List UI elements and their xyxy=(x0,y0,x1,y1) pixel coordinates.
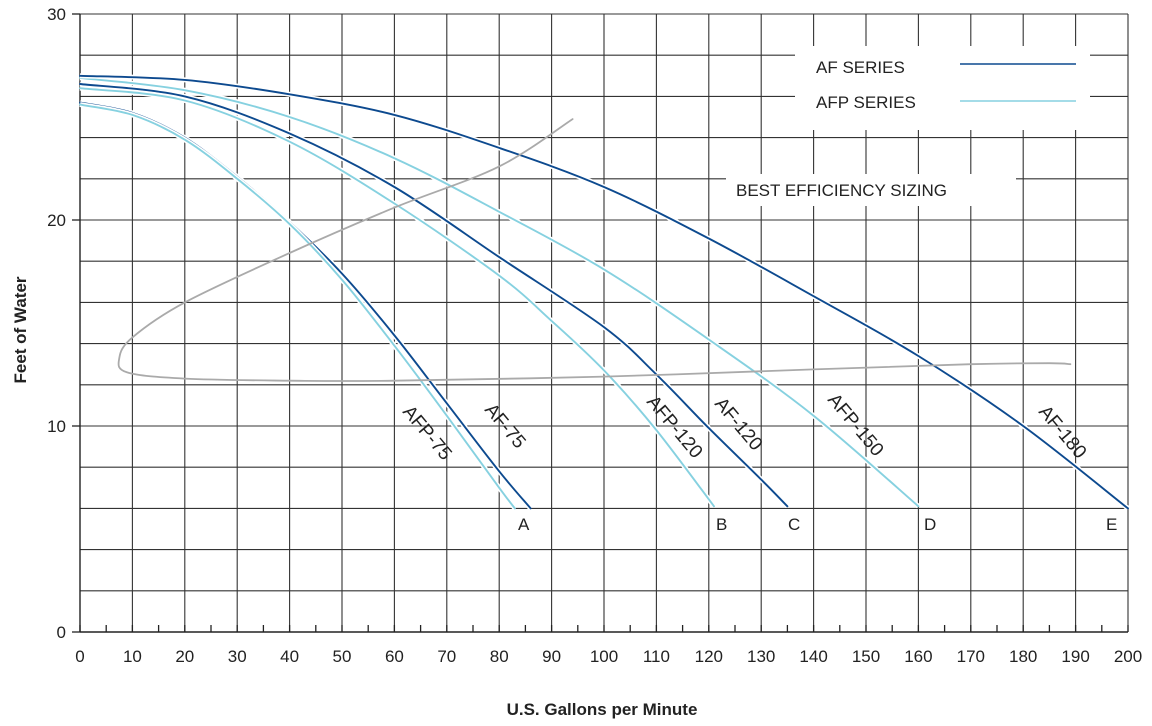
legend: AF SERIES AFP SERIES xyxy=(795,46,1090,130)
axes: 0 10 20 30 40 50 60 70 80 90 100 110 120 130 140 150 160… xyxy=(47,5,1142,666)
x-tick-label: 10 xyxy=(123,647,142,666)
y-tick-label: 0 xyxy=(57,623,66,642)
x-tick-label: 50 xyxy=(333,647,352,666)
series-lines xyxy=(79,73,1130,511)
series-line-af-75 xyxy=(79,101,532,510)
legend-background xyxy=(795,46,1090,130)
y-tick-label: 20 xyxy=(47,211,66,230)
y-tick-label: 10 xyxy=(47,417,66,436)
x-tick-label: 60 xyxy=(385,647,404,666)
x-tick-label: 100 xyxy=(590,647,618,666)
x-tick-label: 150 xyxy=(852,647,880,666)
series-halo-afp-120 xyxy=(79,85,716,508)
series-halo-af-75 xyxy=(79,100,533,511)
end-label-e: E xyxy=(1106,515,1117,534)
legend-label-afp: AFP SERIES xyxy=(816,93,916,112)
x-tick-label: 190 xyxy=(1061,647,1089,666)
end-label-b: B xyxy=(716,515,727,534)
annotation-label: BEST EFFICIENCY SIZING xyxy=(736,181,947,200)
end-label-d: D xyxy=(924,515,936,534)
series-line-afp-150 xyxy=(79,76,920,508)
annotation-best-efficiency: BEST EFFICIENCY SIZING xyxy=(726,174,1016,206)
x-tick-label: 0 xyxy=(75,647,84,666)
series-line-best-efficiency-sizing xyxy=(117,118,1072,382)
x-axis-title: U.S. Gallons per Minute xyxy=(507,700,698,719)
x-tick-label: 70 xyxy=(437,647,456,666)
end-label-a: A xyxy=(518,515,530,534)
x-tick-label: 170 xyxy=(957,647,985,666)
x-tick-label: 180 xyxy=(1009,647,1037,666)
curve-label-af-120: AF-120 xyxy=(710,394,766,455)
series-line-afp-75 xyxy=(79,103,516,510)
series-line-af-180 xyxy=(79,74,1129,510)
x-tick-label: 130 xyxy=(747,647,775,666)
x-tick-label: 110 xyxy=(643,647,670,666)
x-tick-label: 30 xyxy=(228,647,247,666)
annotation-background xyxy=(726,174,1016,206)
legend-label-af: AF SERIES xyxy=(816,58,905,77)
y-axis-title: Feet of Water xyxy=(11,276,30,383)
end-point-labels: A B C D E xyxy=(518,515,1117,534)
y-tick-label: 30 xyxy=(47,5,66,24)
x-tick-label: 120 xyxy=(695,647,723,666)
end-label-c: C xyxy=(788,515,800,534)
x-tick-label: 200 xyxy=(1114,647,1142,666)
x-tick-label: 80 xyxy=(490,647,509,666)
x-tick-label: 140 xyxy=(799,647,827,666)
series-line-afp-120 xyxy=(79,87,715,508)
series-line-af-120 xyxy=(79,83,789,508)
x-tick-label: 90 xyxy=(542,647,561,666)
x-tick-label: 40 xyxy=(280,647,299,666)
x-tick-label: 160 xyxy=(904,647,932,666)
x-tick-label: 20 xyxy=(175,647,194,666)
